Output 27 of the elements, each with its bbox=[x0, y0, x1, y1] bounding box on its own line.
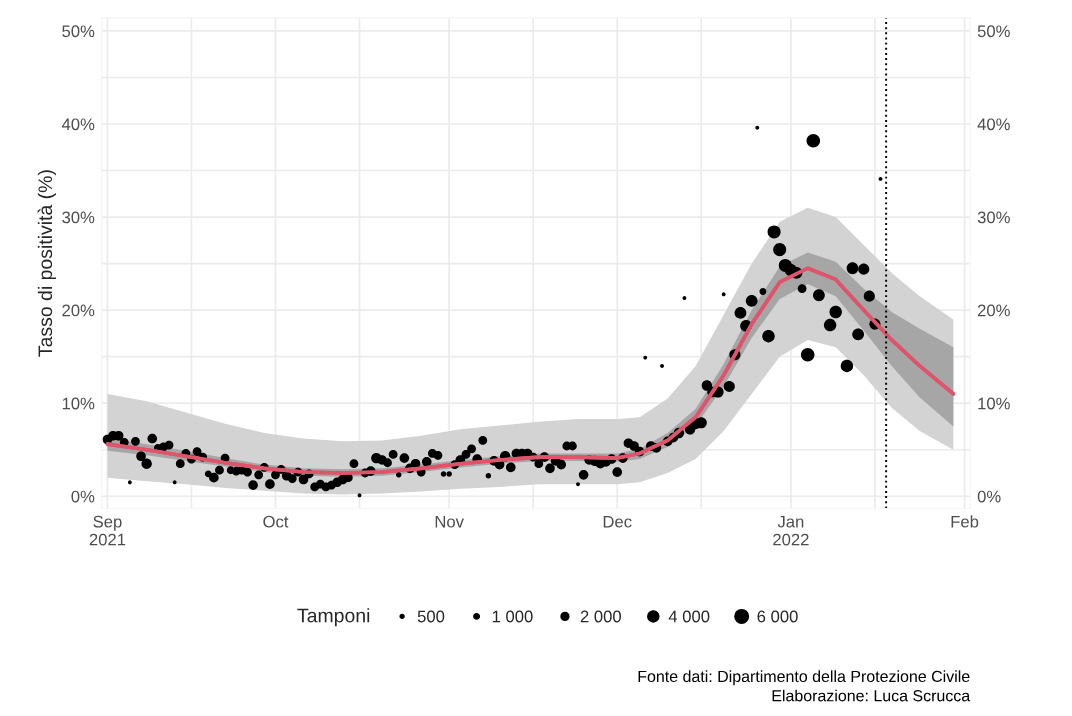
text: Elaborazione: Luca Scrucca bbox=[772, 689, 971, 702]
legend-label: 4 000 bbox=[668, 610, 710, 623]
source-note: Fonte dati: Dipartimento della Protezione Civile bbox=[638, 670, 970, 686]
legend-label: 500 bbox=[417, 610, 445, 623]
y2-tick-label: 50% bbox=[977, 25, 1010, 38]
y2-tick-label: 30% bbox=[977, 211, 1010, 224]
x-tick-label: Oct bbox=[263, 515, 289, 528]
y2-tick-label: 0% bbox=[977, 490, 1001, 503]
legend-label: 6 000 bbox=[757, 610, 798, 623]
y2-tick-label: 40% bbox=[977, 118, 1010, 131]
y-tick-label: 0% bbox=[71, 490, 95, 503]
y-tick-label: 30% bbox=[62, 211, 95, 224]
x-tick-label: Feb bbox=[951, 515, 979, 528]
y2-tick-label: 10% bbox=[978, 397, 1010, 410]
y-tick-label: 40% bbox=[61, 118, 95, 131]
x-tick-label: Jan 2022 bbox=[773, 515, 809, 546]
y2-tick-label: 20% bbox=[977, 304, 1010, 317]
y-tick-label: 50% bbox=[62, 25, 95, 38]
y-tick-label: 10% bbox=[62, 397, 95, 410]
y-axis-title: Tasso di positività (%) bbox=[37, 170, 56, 357]
x-tick-label: Nov bbox=[435, 515, 464, 528]
legend-title: Tamponi bbox=[297, 608, 370, 627]
x-tick-label: Dec bbox=[603, 515, 632, 528]
x-tick-label: Sep 2021 bbox=[89, 515, 126, 546]
legend-label: 1 000 bbox=[492, 610, 533, 623]
y-tick-label: 20% bbox=[62, 304, 95, 317]
legend-label: 2 000 bbox=[580, 610, 621, 623]
